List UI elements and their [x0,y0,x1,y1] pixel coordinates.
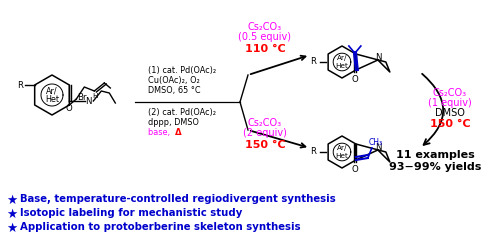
Text: CH₃: CH₃ [369,138,383,147]
Text: ★: ★ [6,208,17,221]
Text: Δ: Δ [175,128,182,137]
Text: Application to protoberberine skeleton synthesis: Application to protoberberine skeleton s… [20,222,300,232]
Text: (1) cat. Pd(OAc)₂: (1) cat. Pd(OAc)₂ [148,66,216,75]
Text: H: H [92,93,98,99]
Text: Cu(OAc)₂, O₂: Cu(OAc)₂, O₂ [148,76,200,85]
Text: R: R [310,58,316,67]
Text: N: N [86,98,92,106]
Text: 93−99% yields: 93−99% yields [389,162,481,172]
Text: N: N [376,53,382,62]
Text: (2) cat. Pd(OAc)₂: (2) cat. Pd(OAc)₂ [148,108,216,117]
Text: DMSO, 65 °C: DMSO, 65 °C [148,86,201,95]
Text: (0.5 equiv): (0.5 equiv) [238,32,292,42]
Text: O: O [66,104,72,113]
Text: 150 °C: 150 °C [244,140,286,150]
Text: O: O [352,165,358,174]
Text: (1 equiv): (1 equiv) [428,98,472,108]
Text: Br: Br [78,93,87,102]
Text: Ar/: Ar/ [337,145,347,151]
Text: 11 examples: 11 examples [396,150,474,160]
Text: dppp, DMSO: dppp, DMSO [148,118,199,127]
Text: R: R [310,148,316,156]
Text: Het: Het [336,153,348,159]
Text: Cs₂CO₃: Cs₂CO₃ [248,22,282,32]
Text: (2 equiv): (2 equiv) [243,128,287,138]
Text: N: N [376,143,382,152]
Text: Base, temperature-controlled regiodivergent synthesis: Base, temperature-controlled regiodiverg… [20,194,336,204]
Text: ★: ★ [6,194,17,207]
Text: DMSO: DMSO [435,108,465,118]
Text: ★: ★ [6,222,17,235]
Text: R: R [16,81,22,90]
Text: Ar/: Ar/ [337,55,347,61]
Text: Het: Het [45,94,59,103]
Text: base,: base, [148,128,176,137]
Text: 110 °C: 110 °C [244,44,286,54]
Text: 150 °C: 150 °C [430,119,470,129]
Text: Isotopic labeling for mechanistic study: Isotopic labeling for mechanistic study [20,208,242,218]
Text: Cs₂CO₃: Cs₂CO₃ [433,88,467,98]
Text: Cs₂CO₃: Cs₂CO₃ [248,118,282,128]
Text: O: O [352,75,358,84]
Text: Ar/: Ar/ [46,87,58,95]
Text: Het: Het [336,63,348,69]
